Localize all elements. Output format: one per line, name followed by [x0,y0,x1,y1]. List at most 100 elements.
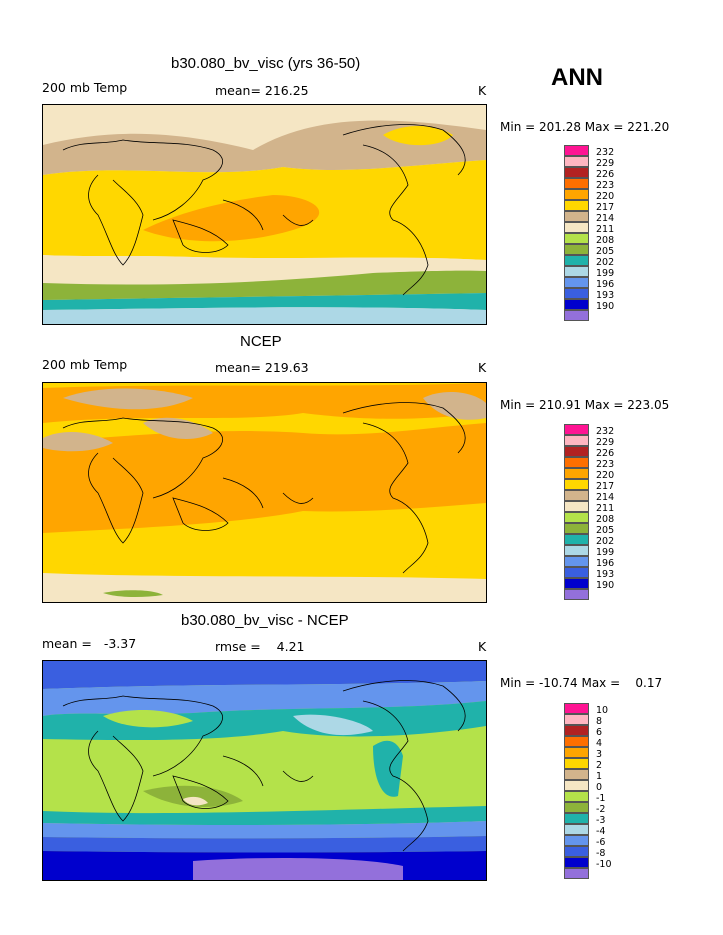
legend-label: 217 [596,202,615,213]
legend-label: 223 [596,459,615,470]
legend-swatch [564,211,589,222]
legend-label: -4 [596,826,606,837]
legend-swatch [564,255,589,266]
legend-swatch [564,435,589,446]
legend-swatch [564,277,589,288]
legend-swatch [564,589,589,600]
legend-label: 232 [596,147,615,158]
legend-label: -10 [596,859,612,870]
legend-swatch [564,835,589,846]
legend-label: -8 [596,848,606,859]
legend-swatch [564,736,589,747]
legend-label: 190 [596,301,615,312]
panel-1-title: b30.080_bv_visc (yrs 36-50) [171,55,361,72]
legend-swatch [564,714,589,725]
legend-swatch [564,534,589,545]
legend-swatch [564,791,589,802]
legend-swatch [564,523,589,534]
legend-label: 196 [596,558,615,569]
legend-swatch [564,567,589,578]
panel-1-minmax: Min = 201.28 Max = 221.20 [500,120,670,134]
legend-swatch [564,545,589,556]
legend-swatch [564,824,589,835]
legend-swatch [564,424,589,435]
legend-swatch [564,200,589,211]
legend-label: 220 [596,470,615,481]
legend-label: -1 [596,793,606,804]
legend-swatch [564,758,589,769]
legend-swatch [564,479,589,490]
legend-label: 6 [596,727,603,738]
legend-label: 193 [596,569,615,580]
legend-swatch [564,868,589,879]
panel-2-title: NCEP [240,333,282,350]
legend-swatch [564,178,589,189]
legend-swatch [564,244,589,255]
legend-swatch [564,266,589,277]
legend-label: 1 [596,771,603,782]
legend-swatch [564,578,589,589]
panel-3-mean-label: mean = -3.37 [42,636,137,651]
legend-label: -3 [596,815,606,826]
legend-label: 199 [596,268,615,279]
legend-label: 202 [596,536,615,547]
legend-label: 220 [596,191,615,202]
legend-swatch [564,780,589,791]
panel-3-map [42,660,487,881]
panel-1-contour-field [43,105,486,324]
legend-swatch [564,769,589,780]
panel-1-map [42,104,487,325]
legend-swatch [564,490,589,501]
legend-swatch [564,512,589,523]
legend-label: 208 [596,514,615,525]
legend-label: 190 [596,580,615,591]
legend-swatch [564,167,589,178]
panel-3-title: b30.080_bv_visc - NCEP [181,612,349,629]
panel-1-unit-label: K [478,83,487,98]
legend-label: 214 [596,213,615,224]
legend-label: 2 [596,760,603,771]
legend-label: 199 [596,547,615,558]
season-label: ANN [551,64,603,91]
legend-swatch [564,457,589,468]
legend-swatch [564,446,589,457]
legend-label: 217 [596,481,615,492]
legend-label: 229 [596,158,615,169]
legend-swatch [564,802,589,813]
panel-3-minmax: Min = -10.74 Max = 0.17 [500,676,663,690]
legend-label: 196 [596,279,615,290]
legend-label: -6 [596,837,606,848]
panel-3-contour-field [43,661,486,880]
panel-1-variable-label: 200 mb Temp [42,80,128,95]
legend-label: 211 [596,224,615,235]
legend-swatch [564,556,589,567]
legend-label: 232 [596,426,615,437]
legend-label: 0 [596,782,603,793]
panel-2-map [42,382,487,603]
panel-2-variable-label: 200 mb Temp [42,357,128,372]
legend-swatch [564,145,589,156]
panel-3-unit-label: K [478,639,487,654]
legend-label: 4 [596,738,603,749]
legend-swatch [564,222,589,233]
legend-swatch [564,857,589,868]
panel-2-mean-label: mean= 219.63 [215,360,309,375]
legend-swatch [564,233,589,244]
legend-swatch [564,703,589,714]
legend-label: 202 [596,257,615,268]
legend-label: 205 [596,525,615,536]
legend-label: 214 [596,492,615,503]
legend-label: 229 [596,437,615,448]
legend-label: 226 [596,169,615,180]
legend-label: 208 [596,235,615,246]
legend-label: 3 [596,749,603,760]
legend-swatch [564,813,589,824]
panel-3-rmse-label: rmse = 4.21 [215,639,305,654]
legend-label: -2 [596,804,606,815]
legend-label: 226 [596,448,615,459]
legend-swatch [564,288,589,299]
panel-1-mean-label: mean= 216.25 [215,83,309,98]
legend-swatch [564,846,589,857]
legend-label: 211 [596,503,615,514]
legend-swatch [564,299,589,310]
